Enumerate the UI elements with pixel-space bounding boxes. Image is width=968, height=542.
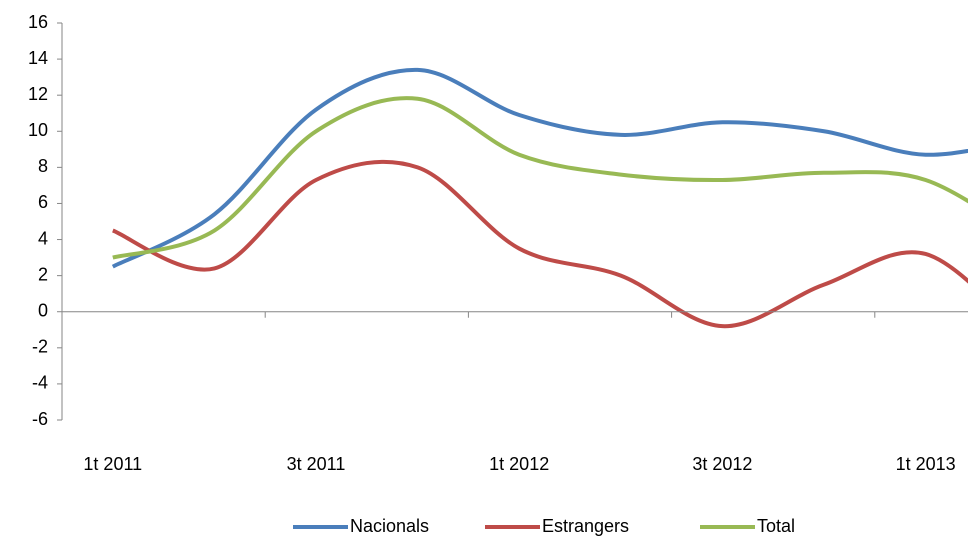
legend-label: Total — [757, 516, 795, 536]
y-tick-label: 8 — [38, 156, 48, 176]
x-tick-label: 1t 2012 — [489, 454, 549, 474]
x-tick-label: 3t 2011 — [287, 454, 346, 474]
y-tick-label: -4 — [32, 373, 48, 393]
series-line — [111, 67, 968, 269]
legend-label: Estrangers — [542, 516, 629, 536]
plot-area — [111, 67, 968, 329]
y-tick-label: 14 — [28, 48, 48, 68]
y-tick-label: -2 — [32, 337, 48, 357]
legend-label: Nacionals — [350, 516, 429, 536]
y-tick-label: 4 — [38, 228, 48, 248]
y-tick-label: 16 — [28, 12, 48, 32]
x-tick-label: 3t 2012 — [692, 454, 752, 474]
series-line — [112, 159, 968, 329]
y-tick-label: 6 — [38, 192, 48, 212]
series-line — [112, 96, 968, 260]
x-tick-label: 1t 2011 — [83, 454, 142, 474]
y-tick-label: 0 — [38, 300, 48, 320]
y-tick-label: 12 — [28, 84, 48, 104]
y-tick-label: 2 — [38, 264, 48, 284]
y-tick-label: 10 — [28, 120, 48, 140]
x-tick-label: 1t 2013 — [896, 454, 956, 474]
y-tick-label: -6 — [32, 409, 48, 429]
